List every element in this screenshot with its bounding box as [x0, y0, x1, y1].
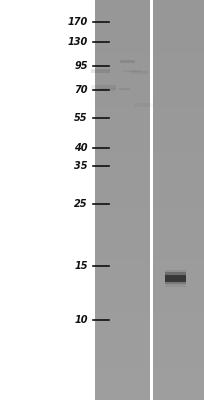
Text: 25: 25: [74, 199, 88, 209]
Text: 95: 95: [74, 61, 88, 71]
Text: 170: 170: [68, 17, 88, 27]
Text: 40: 40: [74, 143, 88, 153]
Text: 55: 55: [74, 113, 88, 123]
Text: 70: 70: [74, 85, 88, 95]
Text: 35: 35: [74, 161, 88, 171]
Text: 10: 10: [74, 315, 88, 325]
Text: 130: 130: [68, 37, 88, 47]
Text: 15: 15: [74, 261, 88, 271]
